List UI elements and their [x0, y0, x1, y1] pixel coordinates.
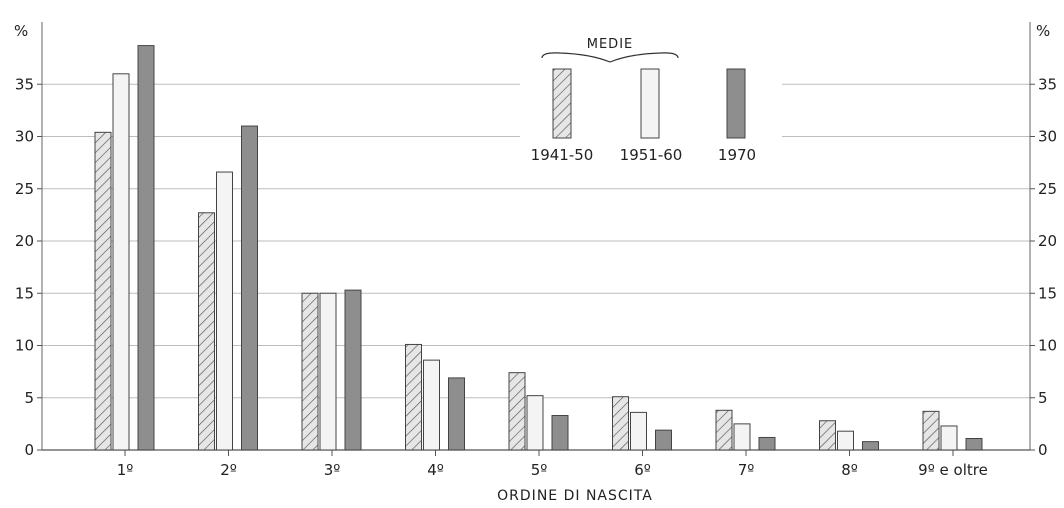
bar-1970-6 — [758, 436, 776, 451]
legend-swatch-1951-60 — [640, 68, 660, 139]
y-tick-label-left: 10 — [15, 337, 34, 355]
bar-1941-50-1 — [198, 212, 215, 451]
bar-1951-60-4 — [526, 395, 544, 451]
bar-1970-2 — [344, 289, 362, 451]
bar-1951-60-6 — [733, 423, 751, 451]
legend-brace — [541, 52, 679, 63]
y-tick-label-left: 5 — [24, 389, 34, 407]
y-tick-label-left: 20 — [15, 232, 34, 250]
y-tick-label-left: 0 — [24, 441, 34, 459]
x-category-label: 1º — [117, 461, 134, 479]
x-category-label: 8º — [841, 461, 858, 479]
y-tick-label-right: 30 — [1038, 128, 1057, 146]
bar-1970-4 — [551, 415, 569, 451]
bar-1941-50-8 — [922, 410, 940, 451]
bar-1941-50-2 — [301, 292, 319, 451]
bar-1941-50-4 — [508, 372, 526, 451]
bar-1970-5 — [655, 429, 672, 451]
bar-1970-7 — [862, 441, 879, 451]
y-unit-right: % — [1036, 22, 1050, 40]
y-tick-label-left: 25 — [15, 180, 34, 198]
bar-1951-60-0 — [112, 73, 130, 451]
y-tick-label-right: 20 — [1038, 232, 1057, 250]
y-tick-label-left: 15 — [15, 284, 34, 302]
y-tick-label-right: 10 — [1038, 337, 1057, 355]
y-tick-label-right: 15 — [1038, 284, 1057, 302]
bar-1970-1 — [241, 125, 258, 451]
legend-swatch-1941-50 — [552, 68, 572, 139]
bar-1941-50-6 — [715, 409, 733, 451]
bar-1951-60-2 — [319, 292, 337, 451]
x-category-label: 7º — [738, 461, 755, 479]
y-tick-label-left: 35 — [15, 75, 34, 93]
x-category-label: 5º — [531, 461, 548, 479]
y-tick-label-right: 5 — [1038, 389, 1048, 407]
bar-1951-60-8 — [940, 425, 958, 451]
bars — [94, 45, 983, 451]
x-category-label: 6º — [634, 461, 651, 479]
bar-1970-8 — [965, 438, 983, 451]
legend-label-1951-60: 1951-60 — [620, 146, 683, 164]
bar-1951-60-3 — [423, 359, 440, 451]
bar-1970-3 — [448, 377, 465, 451]
legend-label-1970: 1970 — [718, 146, 756, 164]
bar-1941-50-7 — [819, 420, 836, 451]
bar-1941-50-5 — [612, 396, 629, 451]
y-axis-right-ticks: 0 5 10 15 20 25 30 35 — [1038, 75, 1057, 459]
y-tick-label-right: 25 — [1038, 180, 1057, 198]
legend: MEDIE 1941-50 1951-60 1970 — [520, 30, 782, 180]
x-axis-category-labels: 1º 2º 3º 4º 5º 6º 7º 8º 9º e oltre — [117, 461, 988, 479]
y-unit-left: % — [14, 22, 28, 40]
x-category-label: 2º — [220, 461, 237, 479]
x-category-label: 9º e oltre — [918, 461, 988, 479]
bar-1970-0 — [137, 45, 155, 451]
x-category-label: 3º — [324, 461, 341, 479]
legend-swatch-1970 — [726, 68, 746, 139]
bar-1951-60-1 — [216, 171, 233, 451]
y-axis-left-ticks: 0 5 10 15 20 25 30 35 — [15, 75, 34, 459]
y-tick-label-left: 30 — [15, 128, 34, 146]
bar-1951-60-7 — [837, 430, 854, 451]
bar-1941-50-3 — [405, 343, 422, 451]
x-axis-title: ORDINE DI NASCITA — [497, 488, 653, 504]
x-category-label: 4º — [427, 461, 444, 479]
legend-title: MEDIE — [587, 37, 634, 52]
y-tick-label-right: 0 — [1038, 441, 1048, 459]
legend-label-1941-50: 1941-50 — [531, 146, 594, 164]
y-tick-label-right: 35 — [1038, 75, 1057, 93]
bar-1941-50-0 — [94, 131, 112, 451]
bar-1951-60-5 — [630, 411, 647, 451]
